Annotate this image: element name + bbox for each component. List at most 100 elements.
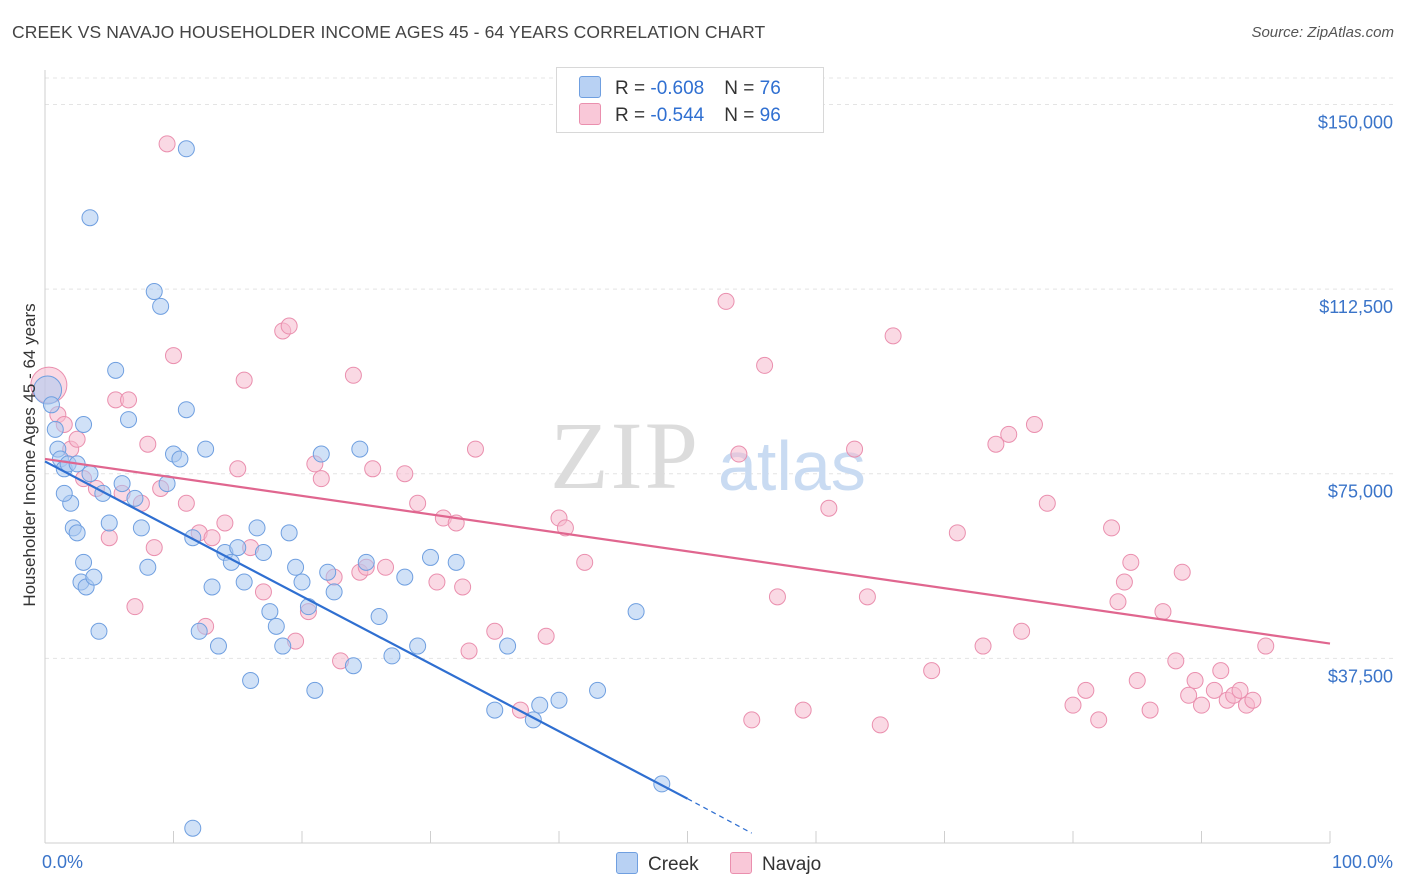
x-tick-max: 100.0%: [1332, 852, 1393, 872]
navajo-point-72: [1038, 494, 1056, 512]
creek-point-44: [274, 637, 292, 655]
creek-point-9: [68, 524, 86, 542]
navajo-point-94: [1244, 691, 1262, 709]
creek-point-29: [177, 401, 195, 419]
navajo-point-81: [1141, 701, 1159, 719]
bottom-legend-navajo: Navajo: [730, 852, 821, 876]
y-tick-labels: $37,500 $75,000 $112,500 $150,000: [1318, 112, 1393, 686]
navajo-point-77: [1109, 593, 1127, 611]
navajo-point-84: [1173, 563, 1191, 581]
creek-r-label: R =: [615, 78, 651, 99]
creek-swatch: [579, 76, 601, 98]
legend-row-creek: R = -0.608 N = 76: [579, 76, 781, 100]
navajo-point-32: [312, 470, 330, 488]
creek-point-62: [486, 701, 504, 719]
navajo-point-78: [1115, 573, 1133, 591]
creek-point-28: [171, 450, 189, 468]
navajo-point-70: [1013, 622, 1031, 640]
correlation-legend: R = -0.608 N = 76 R = -0.544 N = 96: [556, 67, 824, 133]
gridlines: [45, 77, 1395, 659]
navajo-point-21: [203, 529, 221, 547]
navajo-point-71: [1025, 415, 1043, 433]
creek-point-30: [184, 529, 202, 547]
creek-point-49: [306, 681, 324, 699]
navajo-point-59: [794, 701, 812, 719]
navajo-point-63: [871, 716, 889, 734]
navajo-point-89: [1212, 662, 1230, 680]
navajo-legend-label: Navajo: [762, 854, 822, 875]
navajo-point-22: [216, 514, 234, 532]
navajo-point-52: [556, 519, 574, 537]
creek-point-59: [409, 637, 427, 655]
navajo-point-16: [158, 135, 176, 153]
creek-point-48: [299, 598, 317, 616]
y-tick-label-2: $112,500: [1319, 297, 1393, 317]
navajo-point-95: [1257, 637, 1275, 655]
creek-point-15: [90, 622, 108, 640]
navajo-point-50: [537, 627, 555, 645]
navajo-point-46: [460, 642, 478, 660]
navajo-point-85: [1180, 686, 1198, 704]
navajo-point-40: [396, 465, 414, 483]
creek-point-72: [75, 415, 93, 433]
creek-n-value: 76: [759, 78, 781, 99]
bottom-legend-creek: Creek: [616, 852, 699, 876]
navajo-point-45: [454, 578, 472, 596]
y-tick-label-1: $75,000: [1328, 482, 1393, 502]
y-tick-label-3: $150,000: [1318, 112, 1393, 132]
y-tick-label-0: $37,500: [1328, 666, 1393, 686]
creek-point-75: [55, 484, 73, 502]
creek-trend-extension: [687, 798, 753, 834]
navajo-point-57: [756, 356, 774, 374]
legend-row-navajo: R = -0.544 N = 96: [579, 103, 781, 127]
navajo-point-53: [576, 553, 594, 571]
watermark-atlas: atlas: [718, 427, 866, 505]
navajo-point-10: [120, 391, 138, 409]
creek-point-55: [357, 553, 375, 571]
navajo-point-60: [820, 499, 838, 517]
navajo-point-48: [486, 622, 504, 640]
watermark-zip: ZIP: [550, 402, 700, 509]
creek-point-38: [235, 573, 253, 591]
navajo-point-74: [1077, 681, 1095, 699]
creek-point-20: [120, 411, 138, 429]
creek-points: [33, 140, 671, 837]
creek-point-25: [152, 297, 170, 315]
chart-title: CREEK VS NAVAJO HOUSEHOLDER INCOME AGES …: [12, 22, 766, 42]
navajo-n-label: N =: [724, 105, 760, 126]
navajo-point-4: [68, 430, 86, 448]
navajo-r-value: -0.544: [650, 105, 705, 126]
navajo-point-28: [280, 317, 298, 335]
navajo-point-83: [1167, 652, 1185, 670]
navajo-point-79: [1122, 553, 1140, 571]
creek-point-40: [248, 519, 266, 537]
navajo-point-67: [974, 637, 992, 655]
navajo-point-86: [1186, 672, 1204, 690]
creek-point-54: [351, 440, 369, 458]
creek-legend-swatch: [616, 852, 638, 874]
creek-point-17: [100, 514, 118, 532]
creek-point-23: [139, 558, 157, 576]
creek-point-43: [267, 617, 285, 635]
navajo-legend-swatch: [730, 852, 752, 874]
creek-point-42: [261, 603, 279, 621]
creek-point-70: [177, 140, 195, 158]
navajo-point-39: [377, 558, 395, 576]
navajo-point-88: [1205, 681, 1223, 699]
navajo-point-41: [409, 494, 427, 512]
navajo-point-68: [987, 435, 1005, 453]
creek-point-2: [46, 420, 64, 438]
navajo-point-73: [1064, 696, 1082, 714]
navajo-point-14: [145, 539, 163, 557]
navajo-point-82: [1154, 603, 1172, 621]
creek-point-14: [85, 568, 103, 586]
navajo-point-18: [177, 494, 195, 512]
creek-point-33: [203, 578, 221, 596]
navajo-point-62: [858, 588, 876, 606]
creek-point-39: [242, 672, 260, 690]
navajo-point-7: [100, 529, 118, 547]
axes: [44, 70, 1331, 844]
navajo-point-55: [730, 445, 748, 463]
creek-point-34: [209, 637, 227, 655]
navajo-point-35: [344, 366, 362, 384]
